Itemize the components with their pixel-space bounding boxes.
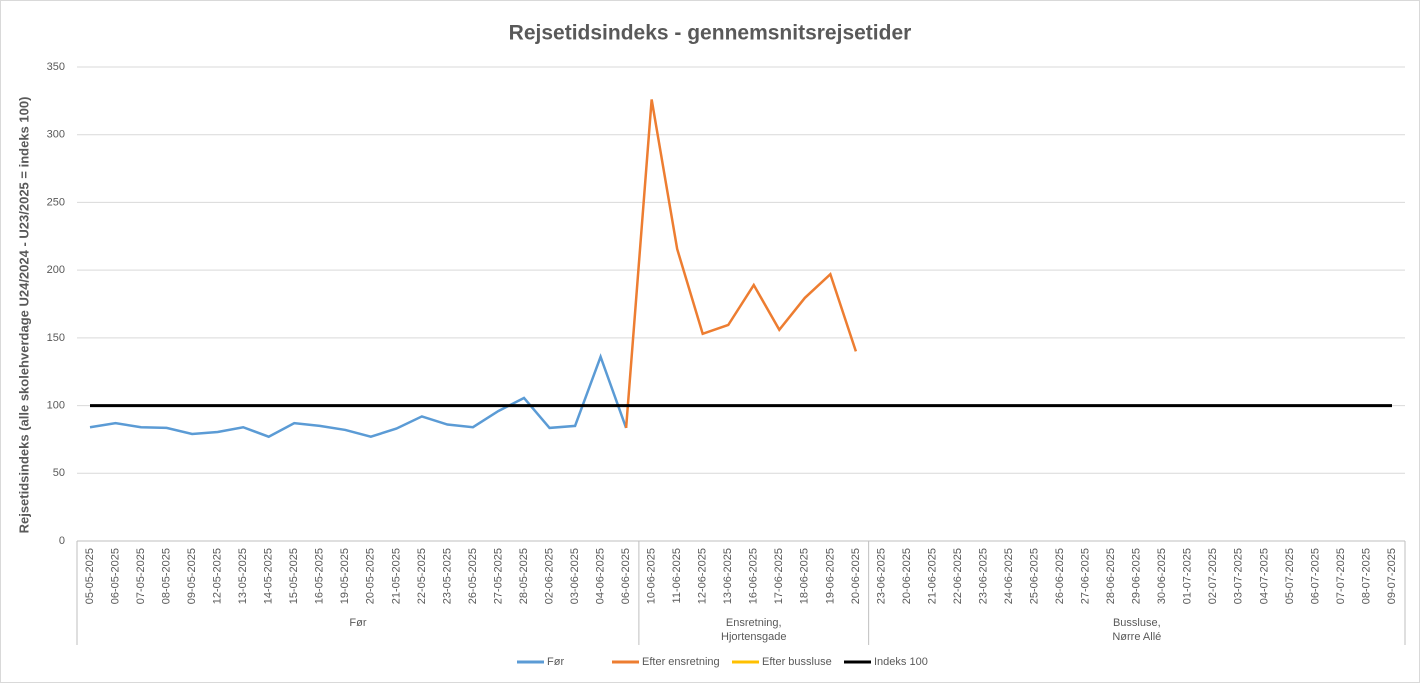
x-tick-label: 17-06-2025 — [773, 548, 785, 604]
series-line — [89, 353, 628, 439]
x-tick-label: 14-05-2025 — [263, 548, 275, 604]
x-tick-label: 12-06-2025 — [697, 548, 709, 604]
x-tick-label: 20-06-2025 — [901, 548, 913, 604]
x-tick-label: 07-07-2025 — [1335, 548, 1347, 604]
legend-label: Efter ensretning — [642, 656, 720, 668]
x-tick-label: 09-07-2025 — [1386, 548, 1398, 604]
x-tick-label: 13-06-2025 — [722, 548, 734, 604]
x-tick-label: 02-06-2025 — [543, 548, 555, 604]
x-tick-label: 08-07-2025 — [1360, 548, 1372, 604]
x-tick-label: 05-07-2025 — [1284, 548, 1296, 604]
y-axis-label: Rejsetidsindeks (alle skolehverdage U24/… — [16, 97, 31, 534]
x-tick-label: 01-07-2025 — [1182, 548, 1194, 604]
x-tick-label: 04-06-2025 — [594, 548, 606, 604]
legend-label: Indeks 100 — [874, 656, 928, 668]
x-tick-label: 26-05-2025 — [467, 548, 479, 604]
x-tick-label: 12-05-2025 — [212, 548, 224, 604]
legend-label: Før — [547, 656, 564, 668]
x-tick-label: 19-06-2025 — [824, 548, 836, 604]
x-tick-label: 20-05-2025 — [365, 548, 377, 604]
x-tick-label: 22-05-2025 — [416, 548, 428, 604]
y-tick-label: 50 — [53, 467, 65, 479]
x-tick-label: 27-05-2025 — [492, 548, 504, 604]
x-tick-label: 13-05-2025 — [237, 548, 249, 604]
x-tick-label: 24-06-2025 — [1003, 548, 1015, 604]
x-tick-label: 10-06-2025 — [646, 548, 658, 604]
x-tick-label: 27-06-2025 — [1080, 548, 1092, 604]
x-tick-label: 16-05-2025 — [314, 548, 326, 604]
y-tick-label: 350 — [47, 61, 65, 73]
group-label: Nørre Allé — [1112, 631, 1161, 643]
x-tick-label: 16-06-2025 — [748, 548, 760, 604]
x-tick-label: 02-07-2025 — [1207, 548, 1219, 604]
x-tick-label: 03-07-2025 — [1233, 548, 1245, 604]
x-tick-label: 08-05-2025 — [160, 548, 172, 604]
y-tick-label: 150 — [47, 332, 65, 344]
group-label: Ensretning, — [726, 617, 782, 629]
y-tick-label: 200 — [47, 264, 65, 276]
x-tick-label: 18-06-2025 — [799, 548, 811, 604]
y-tick-label: 250 — [47, 196, 65, 208]
series-line — [624, 99, 858, 429]
y-tick-label: 0 — [59, 535, 65, 547]
x-tick-label: 07-05-2025 — [135, 548, 147, 604]
x-tick-label: 03-06-2025 — [569, 548, 581, 604]
x-tick-label: 09-05-2025 — [186, 548, 198, 604]
x-tick-label: 21-06-2025 — [926, 548, 938, 604]
y-tick-label: 100 — [47, 399, 65, 411]
x-tick-label: 04-07-2025 — [1258, 548, 1270, 604]
x-tick-label: 06-07-2025 — [1309, 548, 1321, 604]
x-tick-label: 30-06-2025 — [1156, 548, 1168, 604]
x-tick-label: 21-05-2025 — [390, 548, 402, 604]
x-tick-label: 28-06-2025 — [1105, 548, 1117, 604]
x-tick-label: 23-06-2025 — [977, 548, 989, 604]
x-tick-label: 05-05-2025 — [84, 548, 96, 604]
x-tick-label: 22-06-2025 — [952, 548, 964, 604]
y-tick-label: 300 — [47, 129, 65, 141]
legend-label: Efter bussluse — [762, 656, 832, 668]
x-tick-label: 28-05-2025 — [518, 548, 530, 604]
x-tick-label: 20-06-2025 — [850, 548, 862, 604]
x-tick-label: 23-06-2025 — [875, 548, 887, 604]
x-tick-label: 11-06-2025 — [671, 548, 683, 603]
x-tick-label: 19-05-2025 — [339, 548, 351, 604]
x-tick-label: 23-05-2025 — [441, 548, 453, 604]
x-tick-label: 06-06-2025 — [620, 548, 632, 604]
x-tick-label: 26-06-2025 — [1054, 548, 1066, 604]
x-tick-label: 25-06-2025 — [1028, 548, 1040, 604]
x-tick-label: 29-06-2025 — [1131, 548, 1143, 604]
group-label: Hjortensgade — [721, 631, 786, 643]
group-label: Før — [349, 617, 366, 629]
x-tick-label: 06-05-2025 — [109, 548, 121, 604]
group-label: Bussluse, — [1113, 617, 1161, 629]
chart-title: Rejsetidsindeks - gennemsnitsrejsetider — [509, 22, 912, 45]
x-tick-label: 15-05-2025 — [288, 548, 300, 604]
